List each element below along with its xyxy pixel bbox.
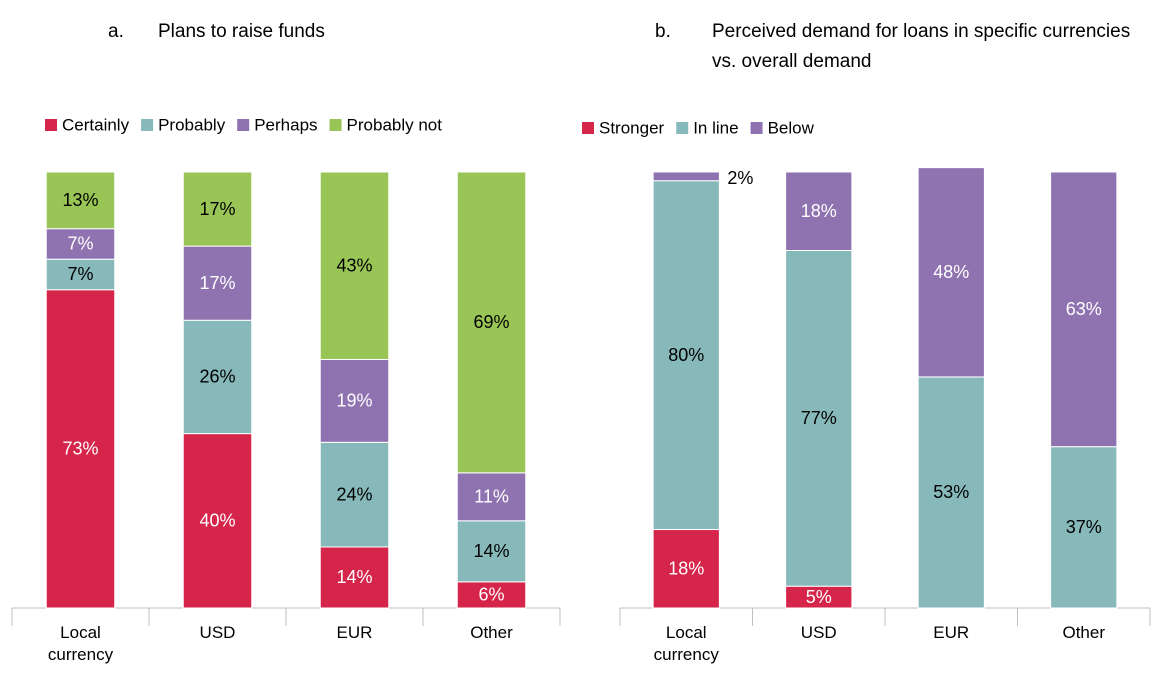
legend-label: Probably bbox=[158, 115, 226, 134]
x-tick-label: Local currency bbox=[47, 623, 114, 664]
chart-title: Perceived demand for loans in specific c… bbox=[712, 21, 1131, 72]
legend-label: Probably not bbox=[347, 115, 443, 134]
legend-swatch bbox=[237, 119, 250, 131]
data-label: 53% bbox=[933, 482, 969, 502]
x-tick-label: USD bbox=[800, 623, 837, 642]
panel-label: b. bbox=[655, 21, 671, 42]
bar-segment bbox=[1050, 171, 1118, 448]
bar-segment bbox=[917, 167, 985, 378]
bar-segment bbox=[456, 581, 527, 609]
legend-label: Perhaps bbox=[254, 115, 317, 134]
chart-title: Plans to raise funds bbox=[158, 21, 325, 42]
x-tick-label: Other bbox=[1062, 623, 1106, 642]
data-label: 14% bbox=[473, 541, 509, 561]
data-label: 43% bbox=[336, 255, 372, 275]
data-label: 5% bbox=[806, 587, 832, 607]
x-tick-label: USD bbox=[199, 623, 236, 642]
bar-segment bbox=[652, 171, 720, 182]
bar-segment bbox=[45, 171, 116, 230]
legend-swatch bbox=[582, 122, 594, 134]
legend-swatch bbox=[750, 122, 763, 134]
data-label: 26% bbox=[199, 367, 235, 387]
data-label: 18% bbox=[668, 559, 704, 579]
bar-segment bbox=[182, 171, 253, 247]
data-label: 7% bbox=[67, 264, 93, 284]
data-label: 2% bbox=[727, 168, 753, 188]
legend-swatch bbox=[676, 122, 689, 134]
bar-segment bbox=[1050, 446, 1118, 609]
data-label: 7% bbox=[67, 234, 93, 254]
bar-segment bbox=[456, 520, 527, 583]
bar-segment bbox=[456, 171, 527, 474]
bar-segment bbox=[182, 319, 253, 435]
data-label: 14% bbox=[336, 567, 372, 587]
data-label: 80% bbox=[668, 345, 704, 365]
data-label: 13% bbox=[62, 190, 98, 210]
bar-segment bbox=[917, 376, 985, 609]
data-label: 77% bbox=[801, 408, 837, 428]
bar-segment bbox=[319, 546, 390, 609]
data-label: 37% bbox=[1066, 517, 1102, 537]
data-label: 24% bbox=[336, 484, 372, 504]
bar-segment bbox=[182, 433, 253, 609]
bar-segment bbox=[45, 258, 116, 291]
data-label: 17% bbox=[199, 273, 235, 293]
legend-label: Stronger bbox=[599, 118, 665, 137]
data-label: 19% bbox=[336, 391, 372, 411]
legend-label: Below bbox=[768, 118, 815, 137]
bar-segment bbox=[456, 472, 527, 522]
panel-label: a. bbox=[108, 21, 124, 42]
bar-segment bbox=[652, 529, 720, 609]
data-label: 69% bbox=[473, 312, 509, 332]
x-tick-label: EUR bbox=[933, 623, 970, 642]
bar-segment bbox=[319, 171, 390, 360]
legend-swatch bbox=[141, 119, 154, 131]
data-label: 48% bbox=[933, 262, 969, 282]
bar-segment bbox=[785, 249, 853, 587]
bar-segment bbox=[652, 180, 720, 531]
legend-label: Certainly bbox=[62, 115, 130, 134]
bar-segment bbox=[319, 358, 390, 443]
data-label: 40% bbox=[199, 511, 235, 531]
data-label: 17% bbox=[199, 199, 235, 219]
bar-segment bbox=[785, 171, 853, 251]
bar-segment bbox=[45, 228, 116, 260]
data-label: 63% bbox=[1066, 299, 1102, 319]
x-tick-label: Other bbox=[470, 623, 513, 642]
legend-label: In line bbox=[693, 118, 738, 137]
data-label: 73% bbox=[62, 439, 98, 459]
legend-swatch bbox=[45, 119, 57, 131]
data-label: 11% bbox=[474, 487, 509, 507]
data-label: 18% bbox=[801, 201, 837, 221]
legend-swatch bbox=[329, 119, 342, 131]
bar-segment bbox=[319, 441, 390, 548]
x-tick-label: EUR bbox=[336, 623, 373, 642]
data-label: 6% bbox=[478, 585, 504, 605]
bar-segment bbox=[182, 245, 253, 321]
x-tick-label: Local currency bbox=[653, 623, 719, 664]
bar-segment bbox=[45, 289, 116, 609]
